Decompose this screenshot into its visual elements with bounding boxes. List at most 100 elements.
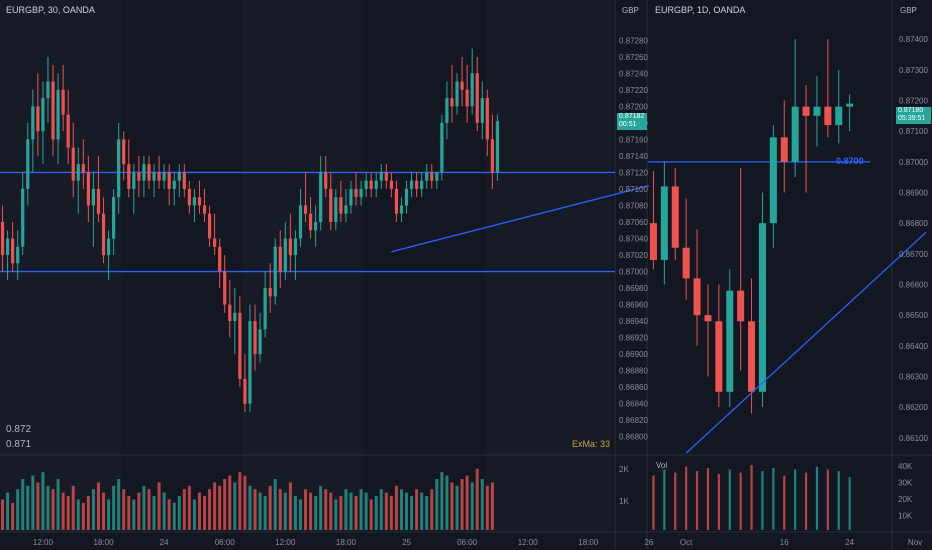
price-axis-left-chart[interactable]: 0.87280 0.87260 0.87240 0.87220 0.87200 0.871… — [619, 36, 648, 506]
volume-bar — [364, 492, 368, 530]
price-tick-label: 0.87280 — [619, 36, 648, 45]
volume-bar — [162, 492, 166, 530]
candle-body — [152, 172, 156, 181]
volume-bar — [107, 499, 111, 530]
candle-body — [182, 172, 186, 189]
candle-body — [445, 98, 449, 123]
badge-price: 0.87182 — [619, 113, 645, 120]
volume-bar — [804, 472, 808, 530]
candle-body — [283, 238, 287, 272]
volume-bar — [309, 492, 313, 530]
volume-bar — [384, 492, 388, 530]
volume-bar — [815, 466, 819, 530]
volume-bar — [56, 479, 60, 530]
volume-bar — [405, 492, 409, 530]
time-tick-label: 12:00 — [518, 538, 539, 547]
candle-body — [737, 290, 745, 322]
left-trendline[interactable] — [391, 185, 650, 253]
volume-bar — [837, 471, 840, 530]
time-tick-label: Nov — [908, 538, 922, 547]
volume-tick-label: 20K — [898, 495, 913, 504]
price-axis-right-chart[interactable]: 0.87400 0.87300 0.87200 0.87100 0.87000 0.869… — [898, 35, 928, 520]
volume-tick-label: 1K — [619, 497, 629, 506]
volume-bar — [71, 485, 75, 530]
price-tick-label: 0.86900 — [619, 350, 648, 359]
candle-body — [223, 271, 227, 305]
candle-body — [374, 180, 378, 189]
time-tick-label: 25 — [402, 538, 411, 547]
time-tick-label: 06:00 — [215, 538, 236, 547]
volume-bar — [228, 475, 232, 530]
time-tick-label: 18:00 — [94, 538, 115, 547]
candle-body — [334, 197, 338, 222]
volume-bar — [26, 485, 30, 530]
candle-body — [233, 312, 237, 322]
candle-body — [86, 172, 90, 206]
volume-bar — [329, 492, 333, 530]
volume-bar — [258, 492, 262, 530]
candle-body — [81, 164, 85, 173]
left-horizontal-levels[interactable] — [0, 171, 615, 273]
price-tick-label: 0.87260 — [619, 53, 648, 62]
left-candles — [0, 48, 500, 412]
badge-price-r: 0.87180 — [898, 107, 924, 114]
time-tick-label: 12:00 — [275, 538, 296, 547]
volume-tick-label: 2K — [619, 465, 629, 474]
volume-bar — [445, 475, 449, 530]
candle-body — [0, 221, 5, 256]
candle-body — [490, 139, 494, 173]
volume-bar — [86, 496, 90, 530]
candle-body — [349, 188, 353, 206]
volume-bar — [248, 485, 252, 530]
volume-bar — [96, 482, 100, 530]
candle-body — [835, 106, 843, 126]
price-tick-label: 0.86500 — [899, 311, 928, 320]
price-tick-label: 0.87400 — [899, 35, 928, 44]
time-tick-label: 24 — [845, 538, 854, 547]
volume-bar — [293, 496, 297, 530]
left-session-shading — [0, 0, 611, 532]
price-tick-label: 0.87200 — [899, 97, 928, 106]
session-block-2 — [484, 0, 612, 532]
candle-body — [11, 238, 15, 264]
volume-bar — [46, 485, 50, 530]
candle-body — [202, 205, 207, 214]
candle-body — [26, 139, 30, 189]
candle-body — [228, 304, 232, 322]
volume-bar — [91, 489, 95, 530]
volume-bar — [6, 492, 10, 530]
candle-body — [278, 246, 282, 272]
volume-bar — [288, 482, 292, 530]
candle-body — [660, 186, 668, 260]
left-time-axis: 12:00 18:00 24 06:00 12:00 18:00 25 06:00 12:00 1… — [33, 538, 654, 547]
trendline[interactable] — [685, 231, 927, 454]
badge-time-r: 05:39:51 — [898, 115, 926, 122]
time-tick-label: 06:00 — [457, 538, 478, 547]
volume-bar — [41, 472, 45, 530]
volume-bar — [460, 479, 464, 530]
candle-body — [5, 238, 10, 256]
price-tick-label: 0.87300 — [899, 66, 928, 75]
volume-bar — [739, 472, 742, 530]
right-symbol-title[interactable]: EURGBP, 1D, OANDA — [655, 5, 746, 15]
candle-body — [112, 197, 116, 239]
volume-bar — [334, 499, 338, 530]
time-tick-label: Oct — [680, 538, 693, 547]
candle-body — [480, 98, 484, 123]
left-symbol-title[interactable]: EURGBP, 30, OANDA — [6, 5, 95, 15]
right-trendline[interactable] — [685, 231, 927, 454]
candle-body — [715, 321, 723, 392]
volume-bar — [470, 482, 474, 530]
volume-bar — [435, 479, 439, 530]
candle-body — [132, 172, 136, 189]
volume-bar — [450, 482, 454, 530]
price-tick-label: 0.86400 — [899, 342, 928, 351]
indicator-label[interactable]: ExMa: 33 — [572, 439, 611, 449]
candle-body — [96, 188, 101, 214]
trendline[interactable] — [391, 185, 650, 253]
price-tick-label: 0.87040 — [619, 235, 648, 244]
price-tick-label: 0.87120 — [619, 168, 648, 177]
